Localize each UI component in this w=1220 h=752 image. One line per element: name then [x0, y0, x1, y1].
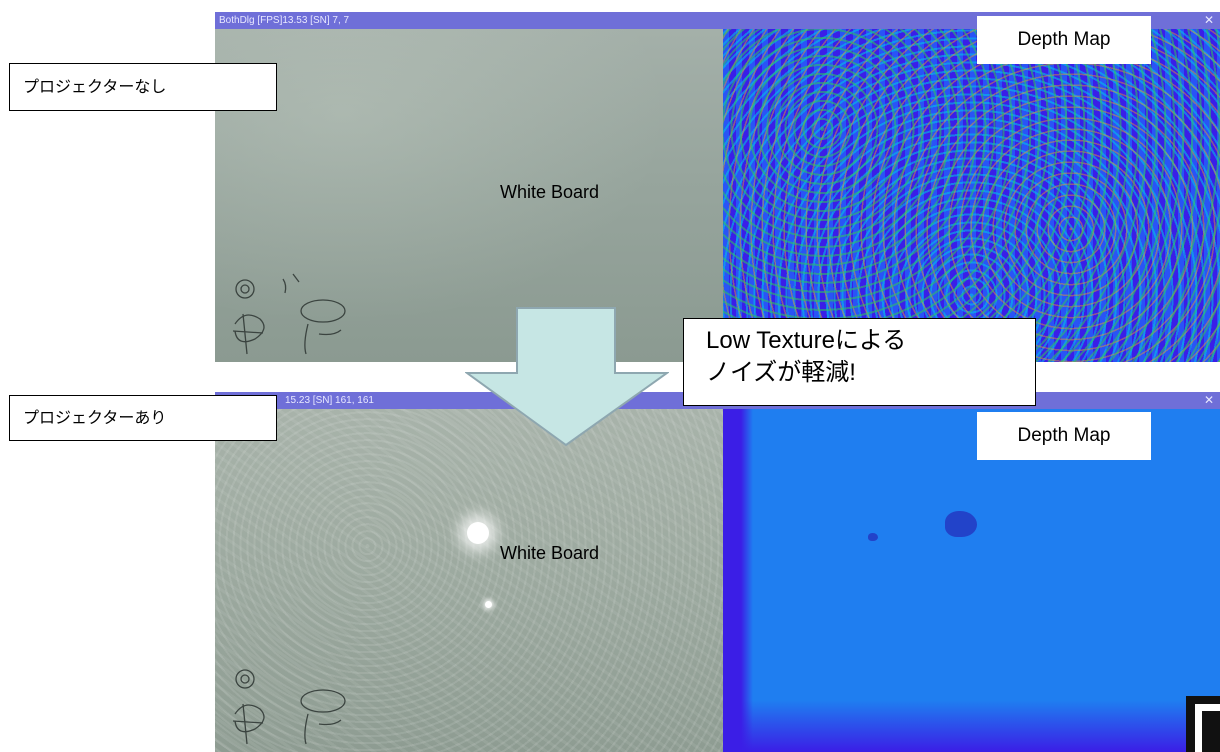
depth-blob [868, 533, 878, 541]
top-camera-view [215, 29, 723, 362]
scribble-drawing [232, 669, 346, 745]
top-depth-map-view [723, 29, 1220, 362]
close-icon[interactable]: ✕ [1203, 393, 1214, 407]
label-without-projector: プロジェクターなし [9, 63, 277, 111]
bottom-white-board-label: White Board [500, 543, 600, 563]
bottom-app-window: 15.23 [SN] 161, 161 ✕ [215, 392, 1220, 752]
noise-reduction-callout: Low Textureによる ノイズが軽減! [683, 318, 1036, 406]
projector-dot [485, 601, 492, 608]
label-with-projector-text: プロジェクターあり [23, 410, 167, 427]
top-depth-map-label: Depth Map [977, 16, 1151, 64]
label-without-projector-text: プロジェクターなし [23, 79, 167, 96]
bottom-depth-map-label: Depth Map [977, 412, 1151, 460]
down-arrow-icon [465, 307, 669, 447]
projector-glare [467, 522, 489, 544]
label-with-projector: プロジェクターあり [9, 395, 277, 441]
scribble-drawing [232, 273, 346, 355]
callout-line-1: Low Textureによる [706, 327, 907, 354]
bottom-depth-map-view [723, 409, 1220, 752]
depth-blob [945, 511, 977, 537]
top-white-board-label: White Board [500, 182, 600, 202]
top-app-window: BothDlg [FPS]13.53 [SN] 7, 7 ✕ [215, 12, 1220, 362]
bottom-window-title: 15.23 [SN] 161, 161 [285, 395, 374, 406]
bottom-camera-view [215, 409, 723, 752]
callout-line-2: ノイズが軽減! [706, 359, 856, 386]
top-titlebar[interactable]: BothDlg [FPS]13.53 [SN] 7, 7 ✕ [215, 12, 1220, 29]
close-icon[interactable]: ✕ [1203, 13, 1214, 27]
top-window-title: BothDlg [FPS]13.53 [SN] 7, 7 [219, 15, 350, 26]
corner-logo-icon [1186, 696, 1220, 752]
